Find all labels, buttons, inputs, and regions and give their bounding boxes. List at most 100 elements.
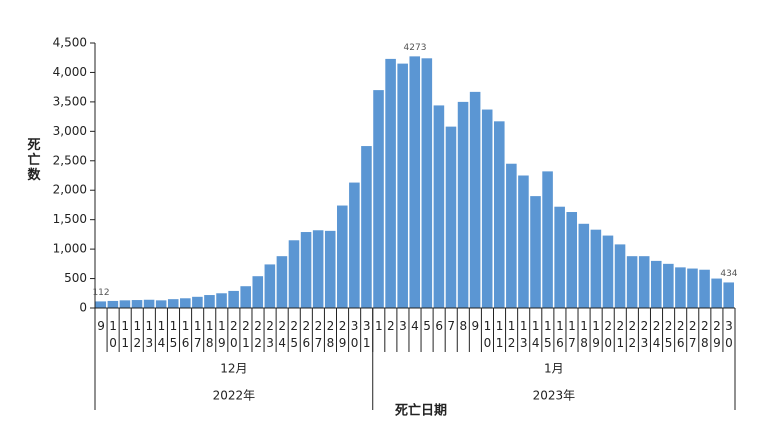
bar: [131, 300, 143, 308]
x-tick-label: 9: [97, 319, 105, 333]
bar: [180, 298, 191, 308]
bar: [216, 293, 227, 308]
bar: [650, 260, 662, 308]
bar: [675, 267, 686, 308]
bar: [566, 212, 578, 308]
value-label: 112: [92, 288, 109, 298]
y-axis-label: 死亡数: [27, 138, 41, 183]
x-axis-label: 死亡日期: [395, 403, 447, 419]
month-label: 1月: [544, 362, 564, 376]
x-tick-label: 3: [399, 319, 407, 333]
bar: [107, 300, 119, 308]
bar: [119, 300, 131, 308]
bar: [240, 286, 251, 308]
value-label: 434: [720, 269, 737, 279]
bar: [397, 63, 408, 308]
y-tick-label: 1,500: [53, 212, 87, 226]
bar: [638, 256, 650, 308]
bar: [143, 299, 155, 308]
y-tick-label: 3,500: [53, 94, 87, 108]
bar: [192, 296, 203, 308]
bar: [614, 244, 626, 308]
x-tick-label: 7: [447, 319, 455, 333]
bar: [264, 264, 276, 308]
x-tick-label: 2: [387, 319, 395, 333]
y-tick-label: 0: [79, 301, 87, 315]
bar: [518, 175, 529, 308]
y-tick-label: 1,000: [53, 242, 87, 256]
bar: [95, 301, 107, 308]
bar: [421, 58, 433, 308]
bar: [312, 230, 324, 308]
bar: [228, 290, 239, 308]
bar: [288, 240, 300, 308]
bar: [252, 276, 264, 308]
bar: [506, 163, 517, 308]
bar: [663, 263, 674, 308]
x-tick-label: 1: [375, 319, 383, 333]
bar: [385, 58, 396, 309]
bar: [578, 223, 590, 308]
bar: [457, 101, 469, 308]
bar: [349, 182, 360, 308]
bar: [300, 232, 312, 308]
y-tick-label: 4,500: [53, 36, 87, 50]
value-label: 4273: [404, 43, 427, 53]
bar: [155, 300, 167, 308]
y-tick-label: 3,000: [53, 124, 87, 138]
bar: [554, 206, 565, 308]
year-label: 2023年: [533, 389, 576, 403]
x-tick-label: 8: [459, 319, 467, 333]
bar: [204, 295, 215, 308]
bar: [409, 56, 421, 308]
month-label: 12月: [220, 362, 247, 376]
bar: [530, 196, 541, 308]
bar: [324, 230, 336, 308]
y-tick-label: 4,000: [53, 65, 87, 79]
x-tick-label: 5: [423, 319, 431, 333]
bar: [723, 282, 734, 308]
bar: [361, 146, 372, 308]
bar: [469, 91, 481, 308]
x-tick-label: 9: [472, 319, 480, 333]
year-label: 2022年: [213, 389, 256, 403]
x-tick-label: 4: [411, 319, 419, 333]
bar: [373, 90, 384, 308]
bar: [445, 126, 457, 308]
x-tick-label: 6: [435, 319, 443, 333]
